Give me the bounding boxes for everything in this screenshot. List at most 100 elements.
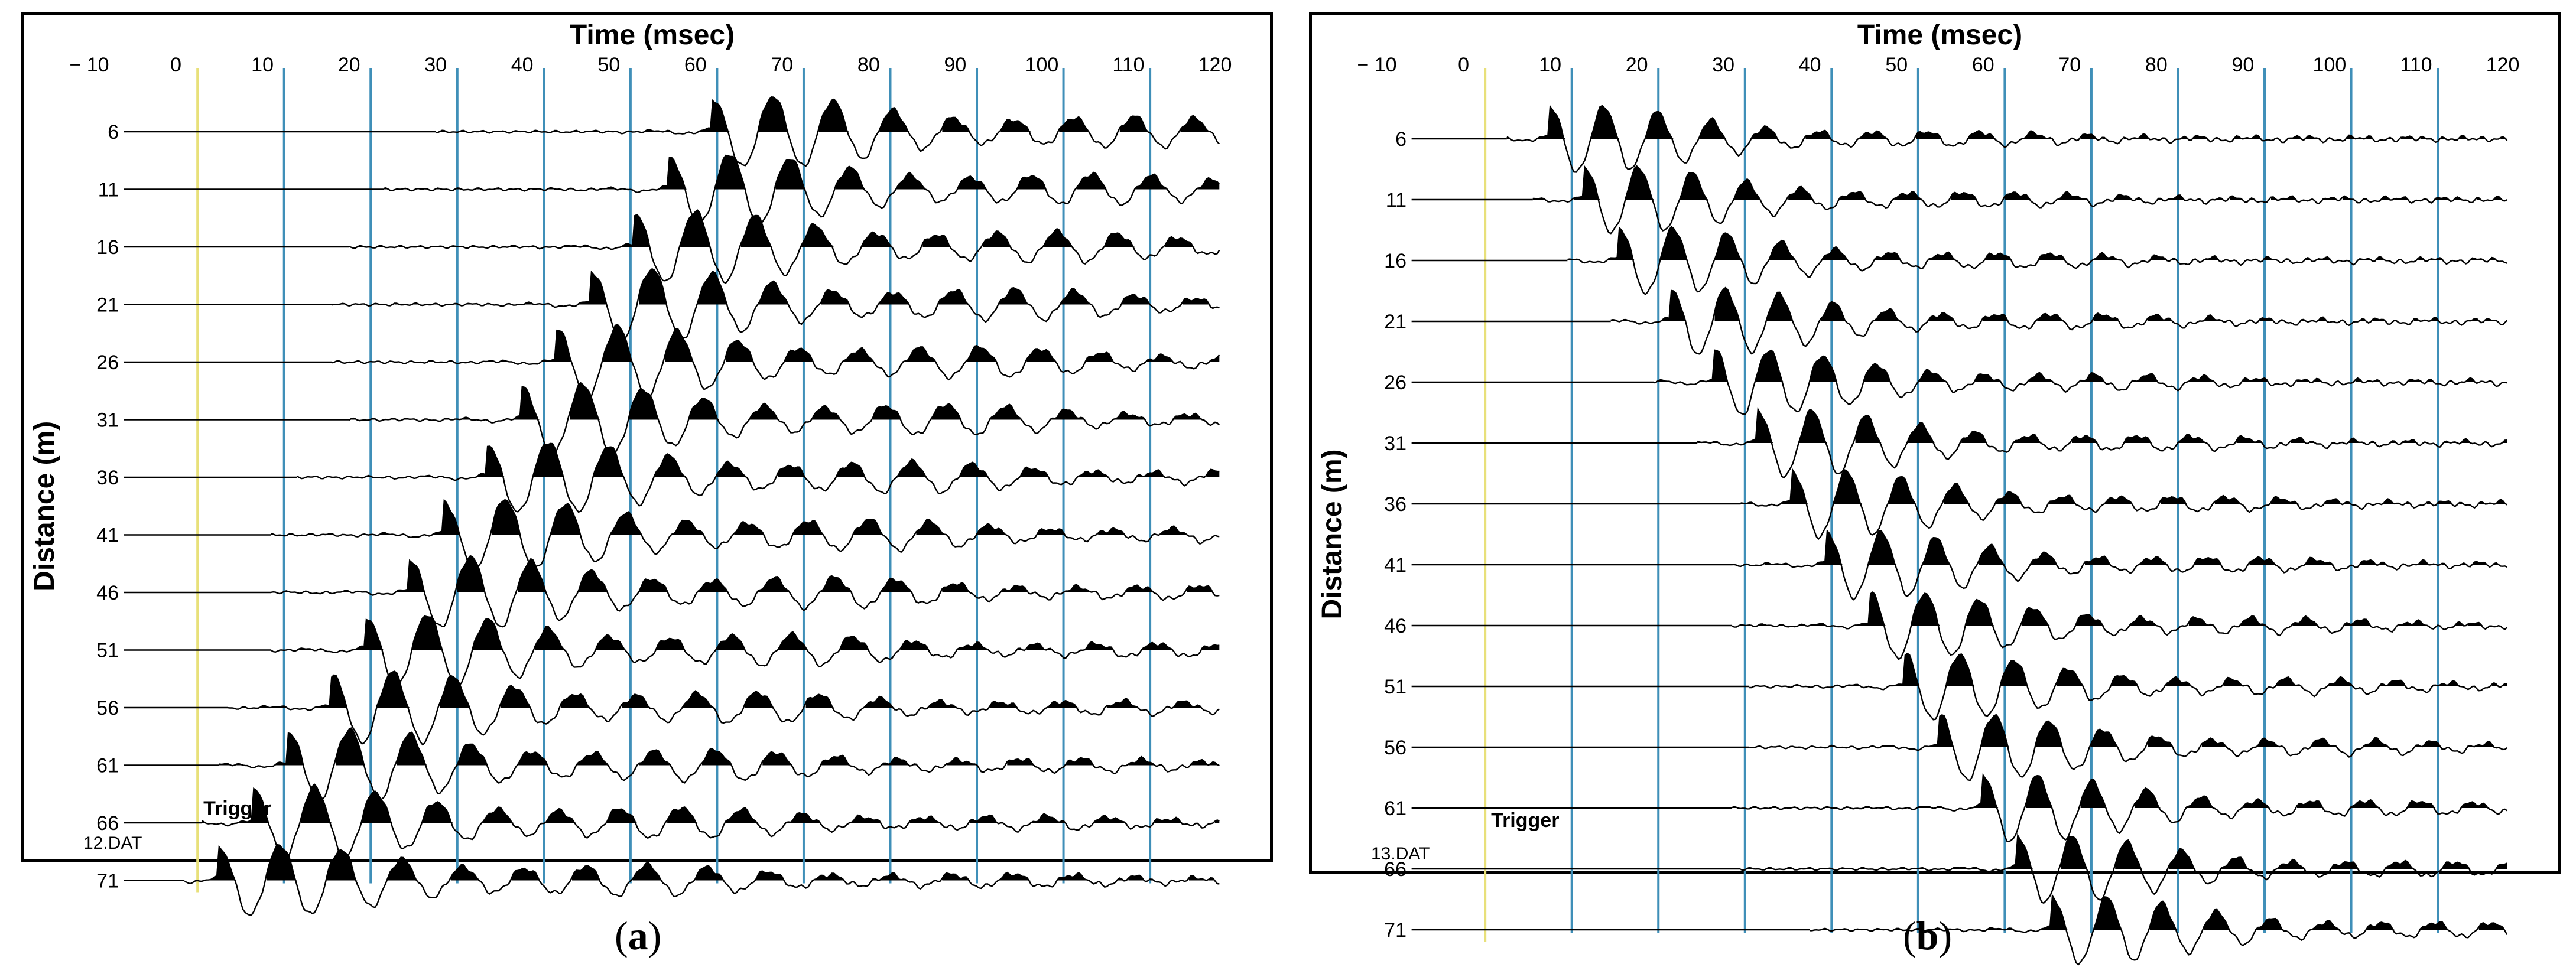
y-tick-label: 46 [96,582,119,604]
trace-fill [334,269,1211,305]
x-tick-label: 120 [1198,54,1232,76]
trace-fill [202,784,1220,823]
x-tick-label: 0 [170,54,181,76]
trace-waveform [1740,468,2507,540]
trace-waveform [384,154,1220,226]
x-tick-label: 70 [2058,54,2081,76]
trace-fill [297,443,1220,477]
trace-waveform [1749,652,2507,721]
trace-fill [440,97,1211,132]
seismogram-panel-a: Time (msec) − 10 0 10 20 30 40 50 60 70 80 90 100 110… [21,12,1273,916]
trace-waveform [1732,591,2508,660]
trace-fill [243,671,1203,708]
trace-waveform [201,783,1220,860]
trace-waveform [271,499,1220,571]
trace-waveform [228,670,1220,746]
x-tick-label: 40 [1799,54,1821,76]
x-tick-label: 80 [2145,54,2168,76]
trace-fill [219,728,1220,766]
x-tick-label: 90 [944,54,966,76]
x-tick-label: 10 [251,54,274,76]
x-tick-label: 40 [511,54,534,76]
y-tick-label: 61 [96,755,119,777]
trace-fill [1656,350,2494,382]
y-tick-label: 21 [1384,311,1406,333]
trace-fill [1823,895,2505,930]
x-tick-label: 0 [1458,54,1469,76]
x-tick-label: 20 [338,54,360,76]
trace-waveform [349,209,1220,284]
x-tick-label: 100 [2313,54,2347,76]
trace-waveform [1732,529,2507,601]
y-tick-label: 56 [1384,737,1406,759]
x-tick-label: 110 [1112,54,1144,76]
file-label: 12.DAT [83,833,142,853]
y-tick-label: 36 [96,467,119,489]
y-tick-label: 26 [1384,372,1406,394]
x-tick-label: 20 [1626,54,1648,76]
trace-waveform [1506,105,2508,173]
trace-fill [351,383,1204,420]
x-tick-label: 90 [2231,54,2254,76]
trace-waveform [349,382,1220,458]
trace-waveform [1567,226,2507,296]
trace-fill [271,556,1213,592]
trace-waveform [1697,407,2507,479]
y-tick-label: 11 [98,179,119,201]
x-axis-title: Time (msec) [1857,19,2022,51]
x-tick-label: 30 [1712,54,1734,76]
y-tick-label: 16 [96,236,119,259]
x-tick-label: − 10 [69,54,109,76]
x-tick-label: 100 [1025,54,1059,76]
x-tick-label: 50 [1885,54,1908,76]
seismogram-plot-b: Time (msec) − 10 0 10 20 30 40 50 60 70 80 90 100 110… [1317,19,2519,966]
y-tick-label: 51 [96,640,119,662]
trace-fill [1740,470,2507,504]
trace-fill [1610,288,2507,321]
file-label: 13.DAT [1371,844,1430,864]
trace-fill [1747,835,2507,869]
y-tick-label: 26 [96,351,119,374]
y-tick-label: 46 [1384,615,1406,637]
trace-fill [1732,775,2490,808]
y-tick-label: 41 [1384,554,1406,577]
y-tick-label: 36 [1384,493,1406,516]
trace-fill [1697,409,2507,443]
y-tick-label: 51 [1384,676,1406,698]
trace-waveform [271,615,1220,686]
trace-waveform [297,442,1220,513]
y-tick-label: 71 [96,870,119,893]
y-tick-label: 31 [1384,432,1406,455]
seismogram-plot-a: Time (msec) − 10 0 10 20 30 40 50 60 70 80 90 100 110… [29,19,1232,916]
y-tick-label: 56 [96,697,119,719]
trace-waveform [1740,833,2507,904]
trace-waveform [1732,773,2507,843]
trace-fill [1756,653,2507,686]
y-tick-label: 41 [96,525,119,547]
trace-fill [1532,166,2503,200]
panel-caption-a: (a) [615,913,662,958]
trace-fill [1567,226,2499,260]
x-tick-label: 60 [1972,54,1994,76]
trigger-label: Trigger [203,797,271,820]
panel-caption-b: (b) [1903,913,1953,958]
trace-fill [206,845,1215,881]
trace-waveform [1654,349,2507,415]
trace-waveform [1749,714,2508,781]
y-axis-title: Distance (m) [1317,449,1348,619]
trace-fill [349,210,1194,247]
y-tick-label: 11 [1386,189,1406,211]
trace-waveform [271,555,1220,628]
y-tick-label: 16 [1384,250,1406,272]
trace-waveform [332,324,1220,400]
trace-fill [1732,530,2501,565]
x-tick-label: − 10 [1357,54,1396,76]
trace-fill [1506,106,2507,139]
x-tick-label: 50 [597,54,620,76]
x-tick-label: 80 [857,54,880,76]
x-tick-label: 60 [684,54,707,76]
x-tick-label: 110 [2400,54,2432,76]
y-tick-label: 61 [1384,797,1406,820]
traces [124,96,1220,916]
seismogram-panel-b: Time (msec) − 10 0 10 20 30 40 50 60 70 80 90 100 110… [1309,12,2561,966]
